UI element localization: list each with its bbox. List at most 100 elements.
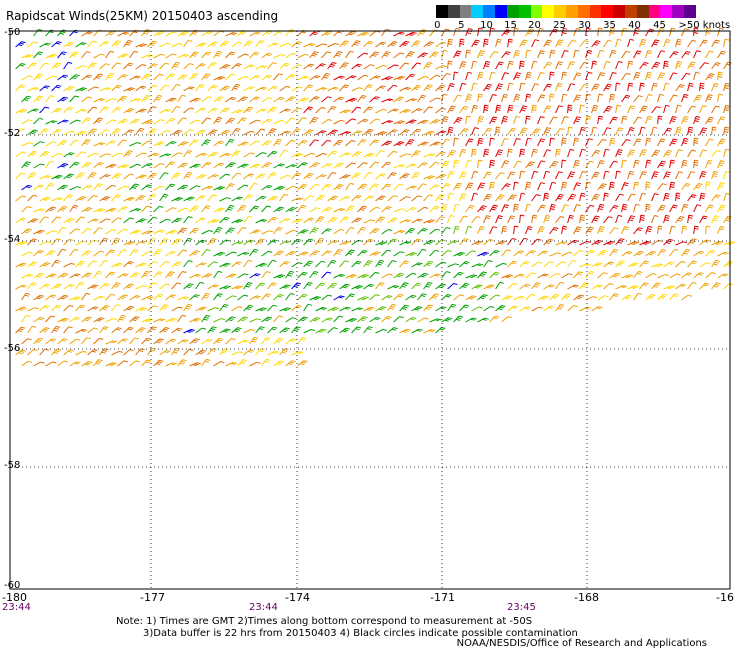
wind-barb (693, 115, 701, 125)
wind-barb (201, 249, 211, 257)
wind-barb (231, 128, 241, 136)
wind-barb (465, 205, 475, 213)
wind-barb (543, 61, 553, 70)
wind-barb (669, 94, 678, 103)
wind-barb (261, 293, 271, 301)
wind-barb (711, 150, 721, 158)
lon-label: -174 (285, 591, 310, 604)
wind-barb (207, 238, 217, 246)
wind-barb (159, 261, 170, 268)
wind-barb (369, 139, 380, 147)
wind-barb (249, 119, 261, 125)
wind-barb (237, 76, 249, 81)
wind-barb (339, 40, 349, 48)
wind-barb (333, 162, 345, 169)
wind-barb (69, 204, 79, 213)
wind-barb (501, 295, 513, 301)
wind-barb (315, 216, 325, 224)
wind-barb (105, 362, 118, 367)
wind-barb (297, 75, 309, 81)
wind-barb (453, 182, 462, 191)
wind-barb (111, 40, 121, 48)
legend-label: 20 (528, 20, 541, 31)
wind-barb (513, 49, 521, 59)
wind-barb (45, 230, 58, 235)
wind-barb (393, 31, 405, 37)
wind-barb (219, 285, 232, 290)
wind-barb (117, 249, 127, 257)
wind-barb (243, 64, 255, 70)
wind-barb (663, 261, 675, 268)
wind-barb (459, 148, 467, 158)
wind-barb (39, 241, 52, 246)
wind-barb (507, 260, 518, 268)
wind-barb (417, 228, 428, 235)
wind-barb (363, 128, 374, 136)
wind-barb (117, 164, 130, 169)
wind-barb (189, 362, 202, 367)
wind-barb (291, 128, 301, 136)
wind-barb (99, 348, 109, 356)
legend-labels: 0 5 10 15 20 25 30 35 40 45 >50 knots (434, 20, 740, 34)
wind-barb (723, 170, 730, 180)
wind-barb (693, 250, 705, 257)
wind-barb (717, 71, 723, 81)
wind-barb (405, 227, 416, 235)
wind-barb (45, 75, 57, 81)
wind-barb (243, 40, 253, 48)
wind-barb (39, 283, 51, 290)
legend-swatch (601, 5, 614, 18)
wind-barb (207, 62, 217, 70)
wind-barb (321, 163, 333, 169)
wind-barb (249, 229, 261, 235)
wind-barb (621, 115, 628, 125)
wind-barb (327, 195, 339, 202)
wind-barb (33, 95, 44, 103)
wind-barb (117, 360, 128, 367)
wind-barb (573, 72, 582, 81)
wind-barb (393, 230, 405, 235)
wind-barb (147, 261, 158, 268)
wind-barb (261, 316, 273, 323)
wind-barb (21, 75, 33, 81)
wind-barb (471, 170, 479, 180)
wind-barb (267, 106, 278, 114)
wind-barb (339, 84, 349, 92)
wind-barb (669, 293, 679, 301)
wind-barb (225, 32, 238, 37)
wind-barb (681, 28, 690, 37)
wind-barb (141, 120, 153, 125)
wind-barb (93, 208, 106, 213)
wind-barb (117, 314, 127, 323)
wind-barb (129, 163, 141, 169)
wind-barb (513, 72, 522, 81)
wind-barb (567, 39, 577, 48)
wind-barb (399, 173, 410, 180)
wind-barb (147, 84, 158, 92)
wind-barb (579, 306, 591, 312)
wind-barb (381, 316, 392, 323)
wind-barb (279, 62, 290, 70)
wind-barb (495, 215, 503, 224)
wind-barb (285, 139, 296, 147)
wind-barb (453, 117, 463, 125)
wind-barb (177, 296, 190, 301)
wind-barb (381, 229, 393, 235)
wind-barb (321, 250, 332, 257)
wind-barb (363, 260, 373, 268)
wind-barb (471, 60, 478, 70)
wind-barb (183, 171, 193, 180)
wind-barb (645, 273, 657, 279)
wind-barb (417, 76, 430, 81)
wind-barb (63, 305, 74, 312)
wind-barb (705, 27, 711, 37)
wind-barb (477, 271, 487, 279)
wind-barb (651, 61, 661, 70)
wind-barb (621, 294, 633, 301)
wind-barb (159, 62, 170, 70)
wind-barb (351, 326, 362, 334)
wind-barb (237, 316, 249, 323)
wind-barb (141, 184, 152, 191)
wind-barb (609, 293, 619, 301)
wind-barb (135, 218, 147, 224)
